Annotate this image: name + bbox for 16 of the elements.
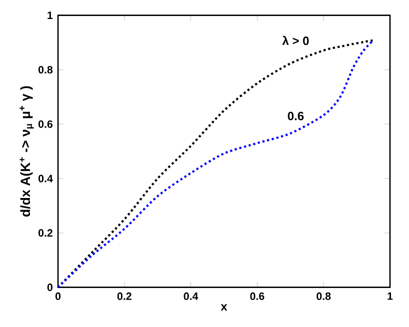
- x-tick-label: 0.2: [117, 292, 132, 300]
- x-tick-label: 1: [388, 292, 393, 300]
- series-label: 0.6: [288, 112, 304, 120]
- y-tick-label: 0.8: [38, 66, 53, 74]
- y-tick-label: 0.4: [38, 174, 53, 182]
- y-tick-label: 0.2: [38, 229, 52, 237]
- y-axis-title: d/dx A(K$^{+}$ -> ν$_{μ}$ μ$^{+}$ γ ): [20, 86, 34, 217]
- x-tick-label: 0.4: [184, 292, 198, 300]
- x-tick-label: 0: [55, 292, 61, 300]
- y-tick-label: 1: [48, 12, 53, 19]
- x-axis-title: x: [220, 304, 228, 311]
- x-tick-label: 0.8: [316, 292, 331, 300]
- x-tick-label: 0.6: [250, 292, 264, 300]
- y-tick-label: 0: [47, 284, 52, 292]
- series-label: λ > 0: [282, 36, 309, 46]
- y-tick-label: 0.6: [38, 120, 53, 128]
